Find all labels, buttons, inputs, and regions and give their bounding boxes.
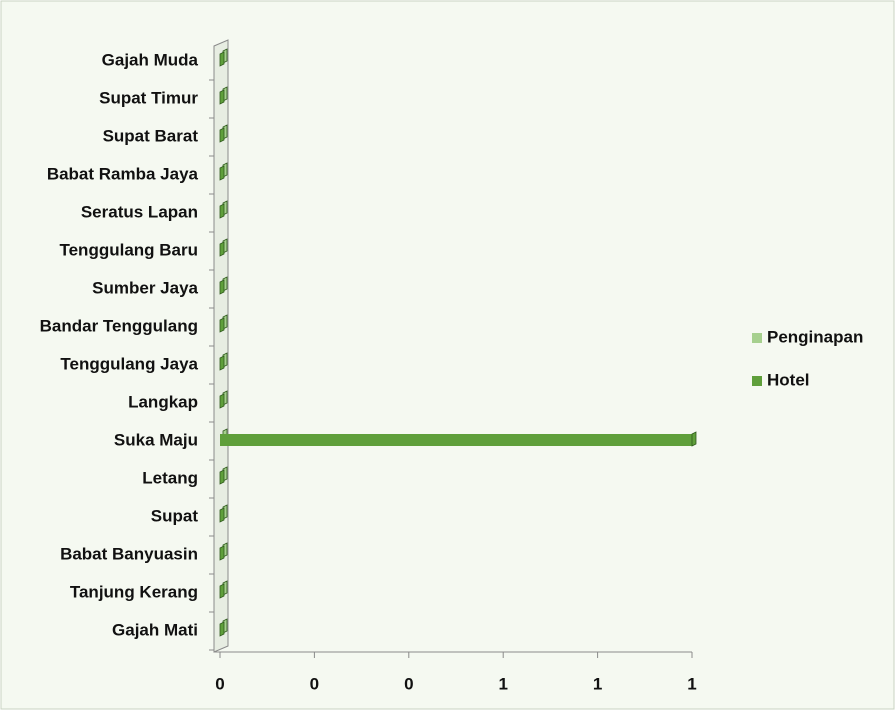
legend-swatch	[752, 376, 762, 386]
y-tick-label: Babat Ramba Jaya	[47, 164, 199, 183]
y-tick-label: Langkap	[128, 392, 198, 411]
bar-side	[219, 89, 225, 105]
x-tick-label: 1	[498, 674, 507, 693]
bar-side	[219, 165, 225, 181]
bar-side	[219, 51, 225, 67]
bar-side	[691, 431, 697, 447]
bar-side	[219, 241, 225, 257]
bar	[219, 279, 225, 295]
x-tick-label: 1	[687, 674, 696, 693]
bar-side	[219, 127, 225, 143]
y-tick-label: Suka Maju	[114, 430, 198, 449]
y-tick-label: Gajah Mati	[112, 620, 198, 639]
y-tick-label: Supat Barat	[103, 126, 199, 145]
bar	[219, 165, 225, 181]
bar	[219, 51, 225, 67]
x-tick-label: 0	[310, 674, 319, 693]
y-tick-label: Tenggulang Jaya	[60, 354, 198, 373]
bar-side	[219, 279, 225, 295]
y-tick-label: Tenggulang Baru	[59, 240, 198, 259]
axis-wall	[213, 39, 229, 653]
y-tick-label: Supat Timur	[99, 88, 198, 107]
bar	[219, 317, 225, 333]
bar	[219, 203, 225, 219]
y-tick-label: Supat	[151, 506, 199, 525]
bar-side	[219, 469, 225, 485]
legend-label: Penginapan	[767, 327, 863, 346]
bar-side	[219, 621, 225, 637]
bar	[219, 127, 225, 143]
bar	[219, 355, 225, 371]
bar-side	[219, 545, 225, 561]
bar	[219, 393, 225, 409]
y-tick-label: Babat Banyuasin	[60, 544, 198, 563]
bar	[219, 545, 225, 561]
bar	[220, 431, 697, 447]
legend-label: Hotel	[767, 370, 810, 389]
bar	[219, 507, 225, 523]
y-tick-label: Tanjung Kerang	[70, 582, 198, 601]
y-tick-label: Gajah Muda	[102, 50, 199, 69]
bar-side	[219, 393, 225, 409]
legend-swatch	[752, 333, 762, 343]
bar	[219, 469, 225, 485]
y-tick-label: Letang	[142, 468, 198, 487]
x-tick-label: 0	[404, 674, 413, 693]
bar	[219, 89, 225, 105]
y-tick-label: Seratus Lapan	[81, 202, 198, 221]
x-tick-label: 0	[215, 674, 224, 693]
bar	[219, 241, 225, 257]
y-tick-label: Sumber Jaya	[92, 278, 198, 297]
bar-side	[219, 507, 225, 523]
bar-front	[220, 434, 692, 446]
bar	[219, 621, 225, 637]
bar-side	[219, 583, 225, 599]
y-tick-label: Bandar Tenggulang	[40, 316, 198, 335]
bar	[219, 583, 225, 599]
bar-side	[219, 203, 225, 219]
bar-side	[219, 355, 225, 371]
x-tick-label: 1	[593, 674, 602, 693]
bar-side	[219, 317, 225, 333]
